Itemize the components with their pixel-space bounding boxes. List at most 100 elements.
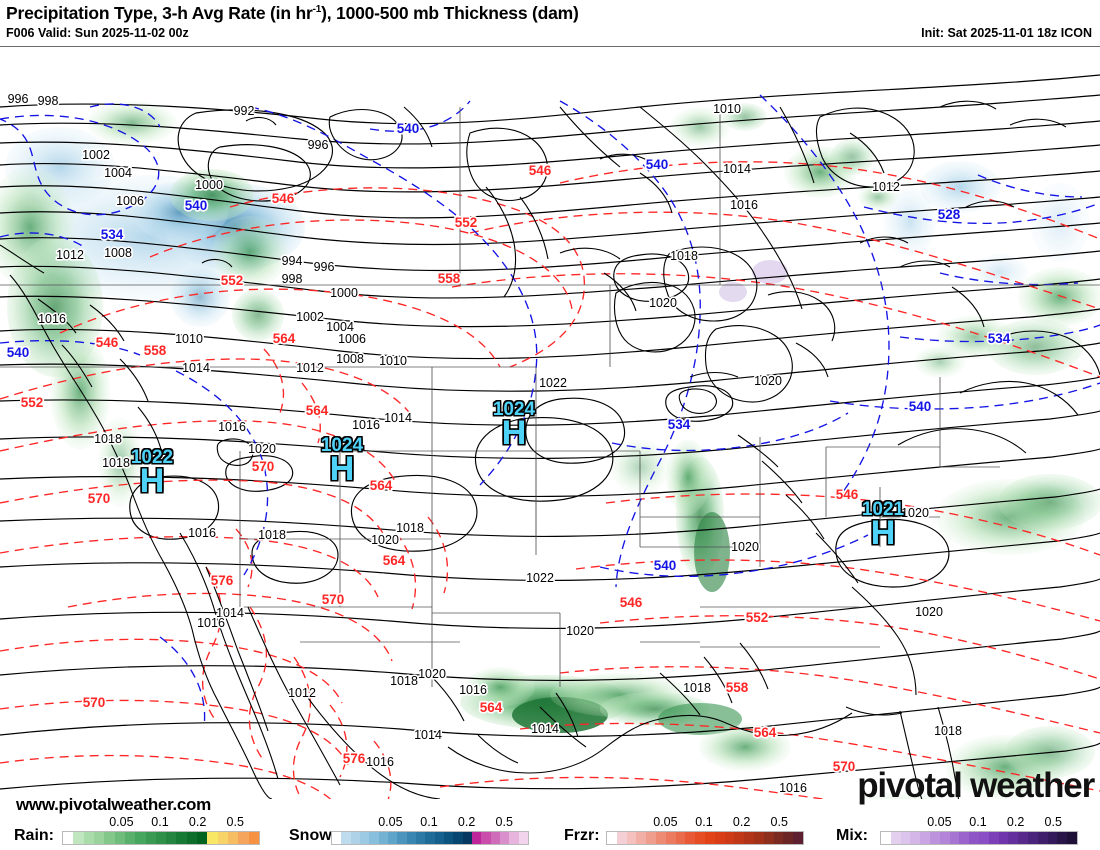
isobar-label: 1002 bbox=[296, 310, 324, 324]
isobar-label: 998 bbox=[282, 272, 303, 286]
isobar-label: 1018 bbox=[258, 528, 286, 542]
page-title-exponent: -1 bbox=[312, 4, 322, 16]
legend-color-swatch bbox=[753, 832, 764, 844]
legend-color-swatch bbox=[73, 832, 84, 844]
isobar-label: 1008 bbox=[104, 246, 132, 260]
legend-colorbar[interactable] bbox=[331, 831, 529, 845]
brand-watermark: pivotal weather bbox=[857, 766, 1095, 805]
thickness-label-warm: 552 bbox=[746, 610, 769, 625]
pressure-center-value: 1024 bbox=[320, 435, 364, 456]
legend-color-swatch bbox=[724, 832, 735, 844]
isobar-label: 1018 bbox=[670, 249, 698, 263]
isobar-label: 1014 bbox=[414, 728, 442, 742]
legend-color-swatch bbox=[63, 832, 74, 844]
thickness-label-warm: 552 bbox=[455, 215, 478, 230]
legend-label: Rain: bbox=[14, 827, 54, 844]
isobar-label: 1006 bbox=[338, 332, 366, 346]
legend-color-swatch bbox=[734, 832, 745, 844]
legend-color-swatch bbox=[166, 832, 177, 844]
legend-colorbar[interactable] bbox=[62, 831, 260, 845]
legend-color-swatch bbox=[471, 832, 482, 844]
legend-color-swatch bbox=[397, 832, 407, 844]
legend-tick-label: 0.5 bbox=[770, 815, 788, 829]
isobar-label: 1012 bbox=[288, 686, 316, 700]
pressure-center-symbol: H bbox=[329, 450, 355, 488]
isobar-label: 1022 bbox=[526, 571, 554, 585]
legend-tick-label: 0.2 bbox=[188, 815, 207, 829]
legend-color-swatch bbox=[176, 832, 187, 844]
legend-color-swatch bbox=[969, 832, 979, 844]
isobar-label: 1018 bbox=[94, 432, 122, 446]
isobar-label: 1020 bbox=[731, 540, 759, 554]
isobar-label: 1020 bbox=[649, 296, 677, 310]
thickness-label-warm: 546 bbox=[836, 487, 859, 502]
legend-color-swatch bbox=[978, 832, 989, 844]
isobar-label: 1010 bbox=[379, 354, 407, 368]
legend-color-swatch bbox=[665, 832, 676, 844]
legend-color-swatch bbox=[518, 832, 528, 844]
pressure-center-symbol: H bbox=[139, 462, 165, 500]
isobar-label: 998 bbox=[38, 94, 59, 108]
legend-tick-label: 0.5 bbox=[1044, 815, 1062, 829]
legend-color-swatch bbox=[124, 832, 136, 844]
pressure-center-high[interactable]: 1021 H bbox=[853, 499, 913, 550]
legend-colorbar[interactable] bbox=[606, 831, 804, 845]
legend-color-swatch bbox=[626, 832, 637, 844]
legend-color-swatch bbox=[939, 832, 950, 844]
isobar-label: 1002 bbox=[82, 148, 110, 162]
map-canvas[interactable]: 992 996 998 996 1002 1004 1006 1008 1012 1000 994 9… bbox=[0, 46, 1100, 801]
legend-color-swatch bbox=[83, 832, 94, 844]
isobar-label: 1008 bbox=[336, 352, 364, 366]
thickness-label-warm: 570 bbox=[322, 592, 345, 607]
thickness-label-warm: 570 bbox=[83, 695, 106, 710]
legend-tick-label: 0.1 bbox=[695, 815, 713, 829]
legend-color-swatch bbox=[714, 832, 725, 844]
isobar-label: 996 bbox=[308, 138, 329, 152]
coastline-layer bbox=[0, 100, 1100, 799]
isobar-label: 1014 bbox=[182, 361, 210, 375]
legend-color-swatch bbox=[793, 832, 803, 844]
pressure-center-high[interactable]: 1022 H bbox=[122, 447, 182, 500]
legend-color-swatch bbox=[1067, 832, 1077, 844]
legend-colorbar[interactable] bbox=[880, 831, 1078, 845]
legend-color-swatch bbox=[607, 832, 617, 844]
legend-color-swatch bbox=[783, 832, 794, 844]
thickness-label-warm: 546 bbox=[272, 191, 295, 206]
legend-tick-label: 0.2 bbox=[732, 815, 751, 829]
pressure-center-value: 1022 bbox=[130, 447, 174, 468]
legend-color-swatch bbox=[186, 832, 198, 844]
legend-color-swatch bbox=[1037, 832, 1048, 844]
legend-tick-label: 0.1 bbox=[151, 815, 169, 829]
state-borders-layer bbox=[0, 107, 1100, 687]
legend-color-swatch bbox=[910, 832, 921, 844]
legend-color-swatch bbox=[434, 832, 444, 844]
legend-group-mix: Mix: 0.05 0.1 0.2 0.5 bbox=[822, 800, 1086, 850]
legend-color-swatch bbox=[238, 832, 249, 844]
legend-tick-label: 0.5 bbox=[226, 815, 244, 829]
isobar-label: 1014 bbox=[384, 411, 412, 425]
legend-color-swatch bbox=[1008, 832, 1019, 844]
legend-color-swatch bbox=[114, 832, 125, 844]
pressure-center-high[interactable]: 1024 H bbox=[484, 400, 544, 450]
legend-color-swatch bbox=[248, 832, 259, 844]
legend-color-swatch bbox=[1027, 832, 1038, 844]
isobar-label: 1016 bbox=[779, 781, 807, 795]
model-init-label: Init: Sat 2025-11-01 18z ICON bbox=[921, 26, 1092, 40]
isobar-layer bbox=[0, 74, 1100, 790]
legend-color-swatch bbox=[415, 832, 426, 844]
isobar-label: 1018 bbox=[683, 681, 711, 695]
isobar-label: 1014 bbox=[723, 162, 751, 176]
legend-color-swatch bbox=[425, 832, 435, 844]
isobar-label: 1006 bbox=[116, 194, 144, 208]
legend-color-swatch bbox=[499, 832, 510, 844]
legend-color-swatch bbox=[1047, 832, 1058, 844]
thickness-label-warm: 564 bbox=[480, 700, 503, 715]
isobar-label: 1018 bbox=[396, 521, 424, 535]
thickness-label-warm: 546 bbox=[620, 595, 643, 610]
thickness-label-cold: 540 bbox=[397, 121, 420, 136]
pressure-center-value: 1021 bbox=[861, 499, 905, 520]
pressure-center-high[interactable]: 1024 H bbox=[312, 435, 372, 488]
thickness-label-cold: 540 bbox=[909, 399, 932, 414]
legend-color-swatch bbox=[655, 832, 666, 844]
legend-color-swatch bbox=[675, 832, 686, 844]
